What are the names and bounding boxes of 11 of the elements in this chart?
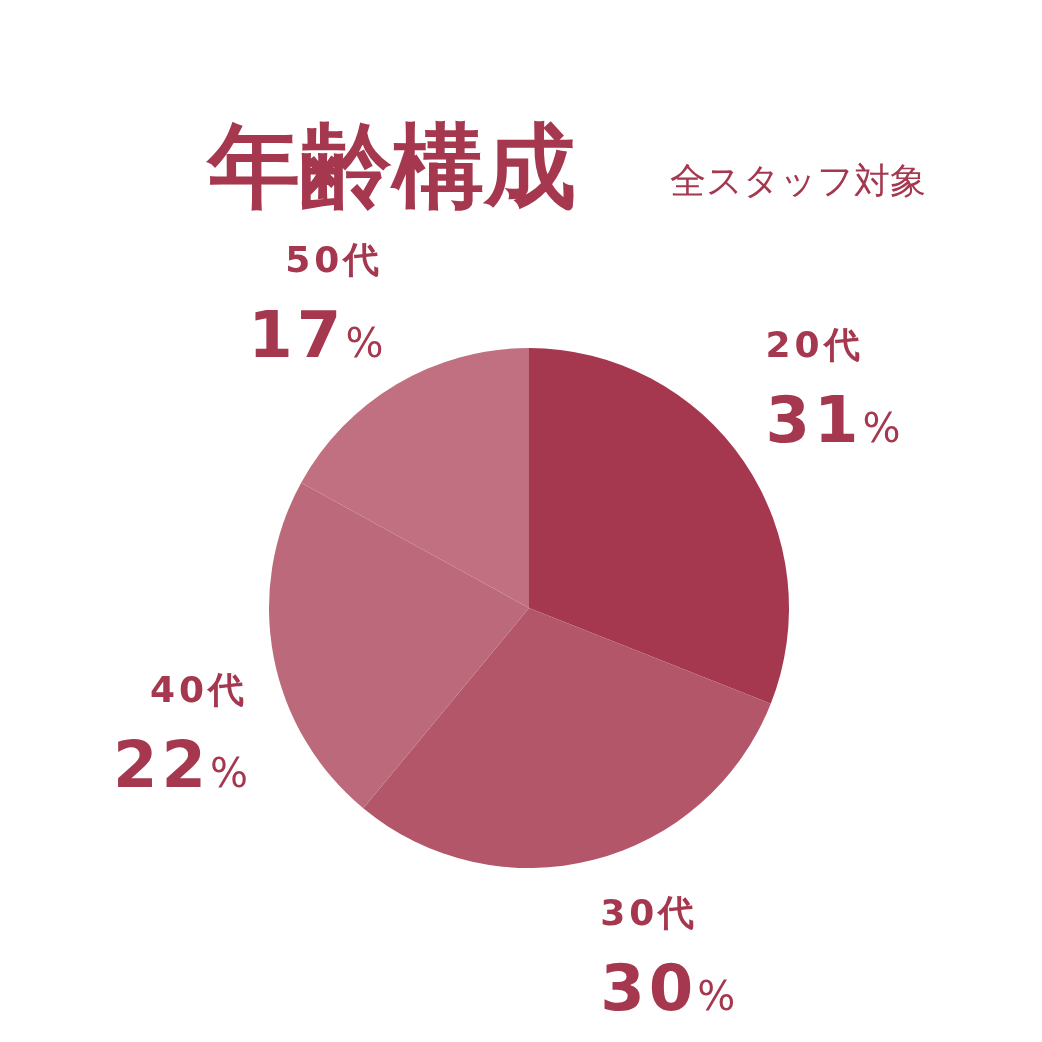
slice-label: 30代 (600, 892, 699, 934)
chart-subtitle: 全スタッフ対象 (670, 160, 926, 201)
slice-label: 20代 (765, 324, 864, 366)
data-label: 17% (248, 297, 384, 372)
pie-slice (363, 608, 771, 868)
data-label: 22% (112, 727, 249, 802)
data-label: 30% (600, 951, 736, 1026)
slice-label: 50代 (285, 238, 384, 280)
data-label: 31% (765, 383, 901, 458)
chart-title: 年齢構成 (205, 113, 576, 220)
slice-label: 40代 (149, 668, 249, 710)
